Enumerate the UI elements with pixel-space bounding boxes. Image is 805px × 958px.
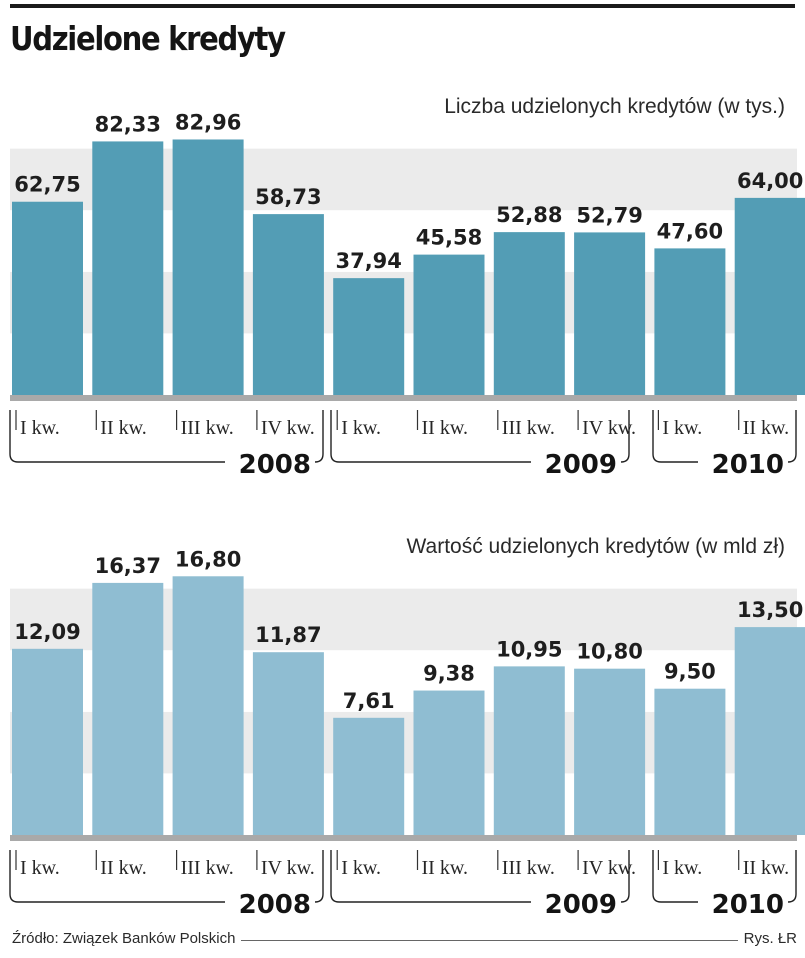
data-label: 7,61: [343, 689, 395, 713]
grid-band: [10, 87, 797, 149]
source-note: Źródło: Związek Banków Polskich: [12, 930, 242, 947]
bar: [333, 278, 405, 395]
bar: [92, 582, 164, 835]
data-label: 9,38: [423, 662, 475, 686]
year-label: 2010: [712, 890, 784, 920]
bar: [333, 717, 405, 835]
tick-label: I kw.: [662, 417, 702, 439]
year-bracket: [330, 850, 630, 903]
year-label: 2009: [545, 890, 617, 920]
tick-label: III kw.: [502, 417, 555, 439]
tick-label: II kw.: [743, 857, 789, 879]
data-label: 11,87: [255, 623, 321, 647]
footer-rule: [12, 940, 795, 941]
tick-label: I kw.: [341, 417, 381, 439]
year-label: 2008: [239, 890, 311, 920]
bar: [252, 652, 324, 835]
chart-value: Wartość udzielonych kredytów (w mld zł) 1…: [9, 527, 805, 920]
tick-label: IV kw.: [582, 417, 636, 439]
tick-label: I kw.: [341, 857, 381, 879]
bar: [413, 254, 485, 395]
chart-count: Liczba udzielonych kredytów (w tys.) 62,7…: [9, 87, 805, 480]
tick-label: III kw.: [181, 857, 234, 879]
data-label: 12,09: [14, 620, 80, 644]
data-label: 52,88: [496, 203, 562, 227]
bar: [252, 214, 324, 395]
baseline: [10, 395, 797, 401]
tick-label: II kw.: [100, 417, 146, 439]
bar: [413, 690, 485, 835]
tick-label: IV kw.: [261, 417, 315, 439]
data-label: 10,95: [496, 637, 562, 661]
data-label: 62,75: [14, 173, 80, 197]
top-rule: [10, 4, 795, 8]
data-label: 64,00: [737, 169, 803, 193]
data-label: 10,80: [576, 640, 642, 664]
year-label: 2009: [545, 450, 617, 480]
bar: [734, 197, 805, 395]
data-label: 52,79: [576, 203, 642, 227]
baseline: [10, 835, 797, 841]
data-label: 9,50: [664, 660, 716, 684]
year-label: 2008: [239, 450, 311, 480]
year-label-bg: [698, 458, 788, 468]
tick-label: II kw.: [422, 857, 468, 879]
tick-label: I kw.: [20, 857, 60, 879]
bar: [493, 232, 565, 395]
bar: [654, 688, 726, 835]
bar: [12, 201, 83, 395]
tick-label: IV kw.: [261, 857, 315, 879]
credit-note: Rys. ŁR: [737, 930, 797, 947]
bar: [493, 666, 565, 835]
tick-label: II kw.: [100, 857, 146, 879]
data-label: 16,37: [95, 554, 161, 578]
year-bracket: [330, 410, 630, 463]
tick-label: II kw.: [743, 417, 789, 439]
chart-subtitle: Liczba udzielonych kredytów (w tys.): [444, 95, 785, 118]
year-label-bg: [531, 898, 621, 908]
year-label: 2010: [712, 450, 784, 480]
tick-label: III kw.: [502, 857, 555, 879]
chart-subtitle: Wartość udzielonych kredytów (w mld zł): [407, 535, 786, 558]
bar: [92, 141, 164, 395]
data-label: 58,73: [255, 185, 321, 209]
data-label: 47,60: [657, 219, 723, 243]
tick-label: III kw.: [181, 417, 234, 439]
bar: [654, 248, 726, 395]
tick-label: IV kw.: [582, 857, 636, 879]
bar: [574, 668, 646, 835]
data-label: 82,96: [175, 110, 241, 134]
bar: [172, 576, 244, 835]
data-label: 37,94: [335, 249, 401, 273]
year-bracket: [9, 850, 324, 903]
tick-label: I kw.: [20, 417, 60, 439]
bar: [12, 648, 83, 835]
bar: [172, 139, 244, 395]
year-bracket: [9, 410, 324, 463]
year-label-bg: [225, 898, 315, 908]
data-label: 82,33: [95, 112, 161, 136]
year-label-bg: [531, 458, 621, 468]
tick-label: I kw.: [662, 857, 702, 879]
tick-label: II kw.: [422, 417, 468, 439]
data-label: 45,58: [416, 226, 482, 250]
bar: [574, 232, 646, 395]
year-label-bg: [698, 898, 788, 908]
grid-band: [10, 527, 797, 589]
data-label: 13,50: [737, 598, 803, 622]
bar: [734, 627, 805, 835]
page-title: Udzielone kredyty: [10, 19, 286, 58]
data-label: 16,80: [175, 547, 241, 571]
year-label-bg: [225, 458, 315, 468]
